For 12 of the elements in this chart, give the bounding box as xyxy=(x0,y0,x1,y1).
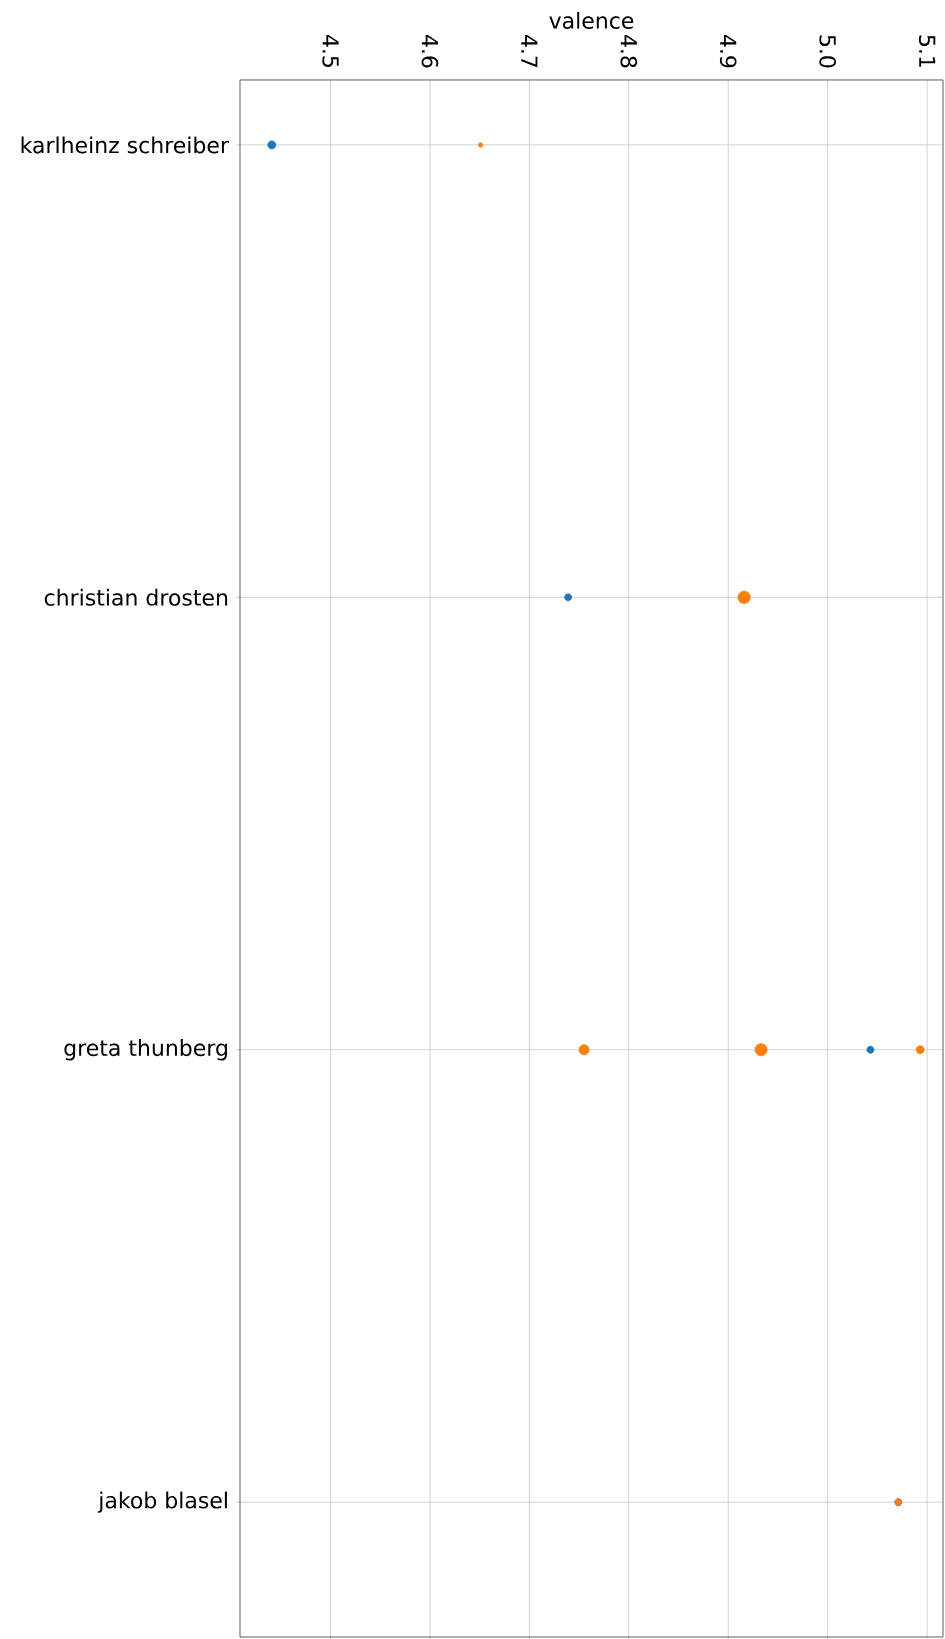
x-tick-label: 4.7 xyxy=(521,35,538,68)
y-tick-label: jakob blasel xyxy=(97,1491,227,1513)
x-axis-title: valence xyxy=(549,11,634,29)
x-tick-label: 5.0 xyxy=(819,35,836,68)
y-tick-label: christian drosten xyxy=(44,588,228,606)
x-tick-label: 4.6 xyxy=(421,35,439,68)
y-tick-label: greta thunberg xyxy=(64,1039,227,1061)
x-tick-label: 4.5 xyxy=(322,35,339,67)
x-tick-label: 4.9 xyxy=(719,35,737,68)
y-tick-label: karlheinz schreiber xyxy=(21,136,229,154)
x-tick-label: 4.8 xyxy=(620,35,638,68)
x-tick-label: 5.1 xyxy=(918,35,936,67)
